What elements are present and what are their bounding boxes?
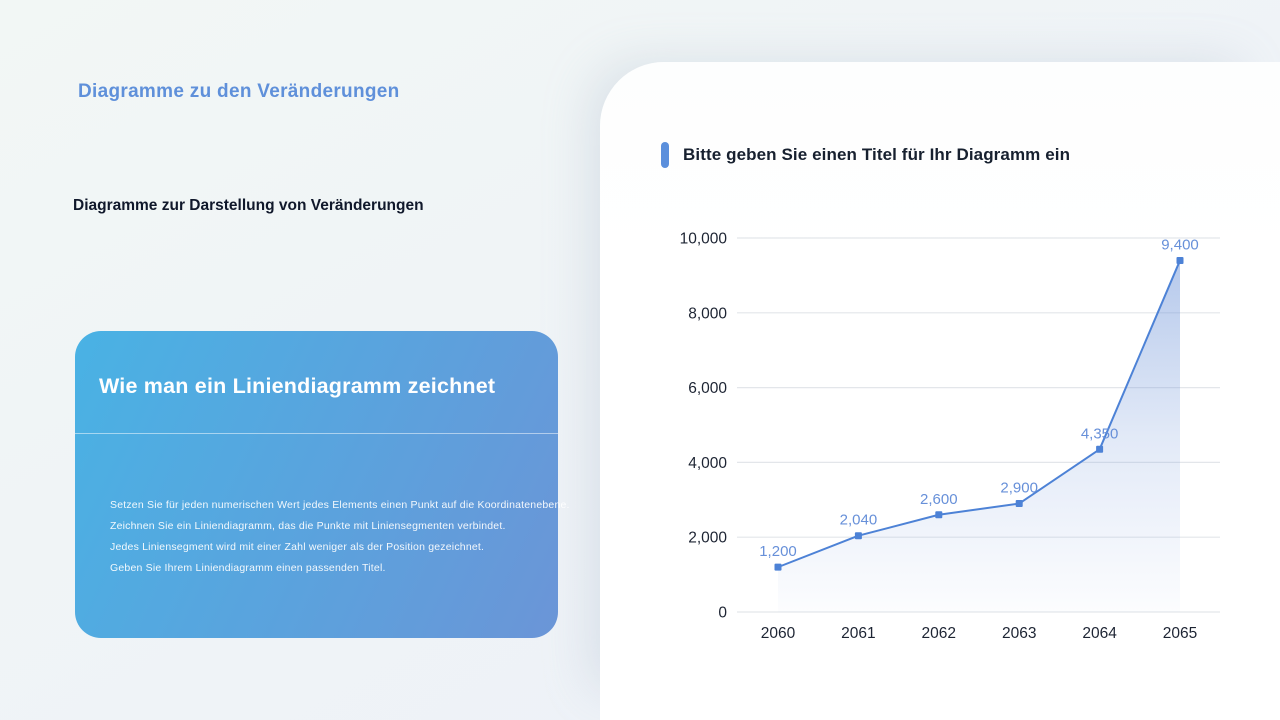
data-point-marker (1176, 256, 1184, 264)
data-line (777, 260, 1181, 569)
title-accent-bar (661, 142, 669, 168)
data-point-marker (1096, 445, 1104, 453)
card-bullet: Setzen Sie für jeden numerischen Wert je… (110, 499, 570, 511)
instruction-card: Wie man ein Liniendiagramm zeichnet Setz… (75, 331, 570, 638)
card-divider (75, 433, 558, 434)
data-point-label: 2,040 (840, 512, 878, 529)
card-bullet: Jedes Liniensegment wird mit einer Zahl … (110, 541, 485, 553)
y-axis-tick-label: 4,000 (688, 455, 727, 472)
x-axis-tick-label: 2064 (1082, 625, 1117, 642)
y-axis-tick-label: 10,000 (680, 231, 728, 248)
data-point-label: 2,900 (1000, 480, 1038, 497)
data-point-label: 4,350 (1081, 425, 1119, 442)
data-point-label: 9,400 (1161, 236, 1199, 253)
y-axis-tick-label: 6,000 (688, 380, 727, 397)
y-axis-tick-label: 0 (718, 605, 727, 622)
page-subtitle: Diagramme zur Darstellung von Veränderun… (73, 197, 424, 214)
data-point-label: 2,600 (920, 491, 958, 508)
line-chart: 0 2,000 4,000 6,000 8,000 10,000 1,200 2060 2,04… (680, 231, 1220, 642)
card-bullet-list: Setzen Sie für jeden numerischen Wert je… (110, 495, 570, 579)
card-bullet: Geben Sie Ihrem Liniendiagramm einen pas… (110, 562, 386, 574)
y-axis-tick-label: 8,000 (688, 305, 727, 322)
card-bullet: Zeichnen Sie ein Liniendiagramm, das die… (110, 520, 506, 532)
x-axis-tick-label: 2063 (1002, 625, 1036, 642)
card-title: Wie man ein Liniendiagramm zeichnet (99, 374, 496, 398)
data-point-marker (935, 511, 943, 519)
x-axis-tick-label: 2061 (841, 625, 875, 642)
x-axis-tick-label: 2060 (761, 625, 796, 642)
area-fill (778, 260, 1180, 612)
x-axis-tick-label: 2062 (922, 625, 956, 642)
x-axis-tick-label: 2065 (1163, 625, 1197, 642)
data-point-marker (774, 563, 782, 571)
data-point-marker (854, 532, 862, 540)
page-kicker: Diagramme zu den Veränderungen (78, 81, 400, 102)
data-point-marker (1015, 500, 1023, 508)
data-point-label: 1,200 (759, 543, 797, 560)
y-axis-tick-label: 2,000 (688, 530, 727, 547)
chart-title: Bitte geben Sie einen Titel für Ihr Diag… (683, 145, 1071, 164)
